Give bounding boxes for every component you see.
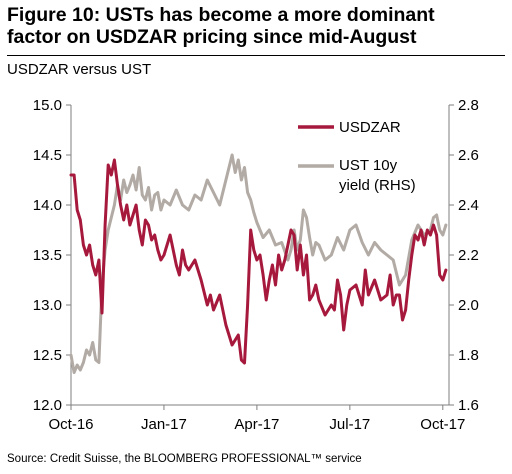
- right-y-tick-label: 1.6: [458, 397, 479, 414]
- legend-label-ust-line2: yield (RHS): [339, 177, 416, 194]
- left-y-tick-label: 12.0: [33, 397, 62, 414]
- right-y-tick-label: 2.2: [458, 247, 479, 264]
- right-y-tick-label: 2.4: [458, 197, 479, 214]
- right-y-tick-label: 2.6: [458, 147, 479, 164]
- chart-axes: 12.0 12.5 13.0 13.5 14.0 14.5 15.0 1.6 1.8 2.0 2.2…: [33, 97, 479, 433]
- right-y-tick-label: 2.0: [458, 297, 479, 314]
- legend-label-usdzar: USDZAR: [339, 119, 401, 136]
- left-y-tick-label: 13.0: [33, 297, 62, 314]
- right-y-tick-label: 2.8: [458, 97, 479, 114]
- x-tick-label: Apr-17: [234, 416, 279, 433]
- x-tick-label: Jul-17: [329, 416, 370, 433]
- title-divider: [7, 55, 505, 56]
- chart-subtitle: USDZAR versus UST: [7, 61, 152, 78]
- left-y-tick-label: 15.0: [33, 97, 62, 114]
- chart-title: Figure 10: USTs has become a more domina…: [7, 4, 507, 48]
- title-line-2: factor on USDZAR pricing since mid-Augus…: [7, 26, 417, 48]
- usdzar-series-line: [69, 158, 448, 365]
- left-y-tick-label: 13.5: [33, 247, 62, 264]
- left-y-tick-label: 12.5: [33, 347, 62, 364]
- legend-label-ust-line1: UST 10y: [339, 157, 398, 174]
- x-tick-label: Oct-16: [48, 416, 93, 433]
- x-tick-label: Jan-17: [141, 416, 187, 433]
- chart-legend: USDZAR UST 10y yield (RHS): [298, 119, 416, 194]
- title-line-1: Figure 10: USTs has become a more domina…: [7, 4, 435, 26]
- left-y-tick-label: 14.0: [33, 197, 62, 214]
- source-note: Source: Credit Suisse, the BLOOMBERG PRO…: [7, 453, 362, 465]
- left-y-tick-label: 14.5: [33, 147, 62, 164]
- chart-series: [69, 153, 448, 374]
- x-tick-label: Oct-17: [420, 416, 465, 433]
- right-y-tick-label: 1.8: [458, 347, 479, 364]
- ust-series-line: [69, 153, 448, 374]
